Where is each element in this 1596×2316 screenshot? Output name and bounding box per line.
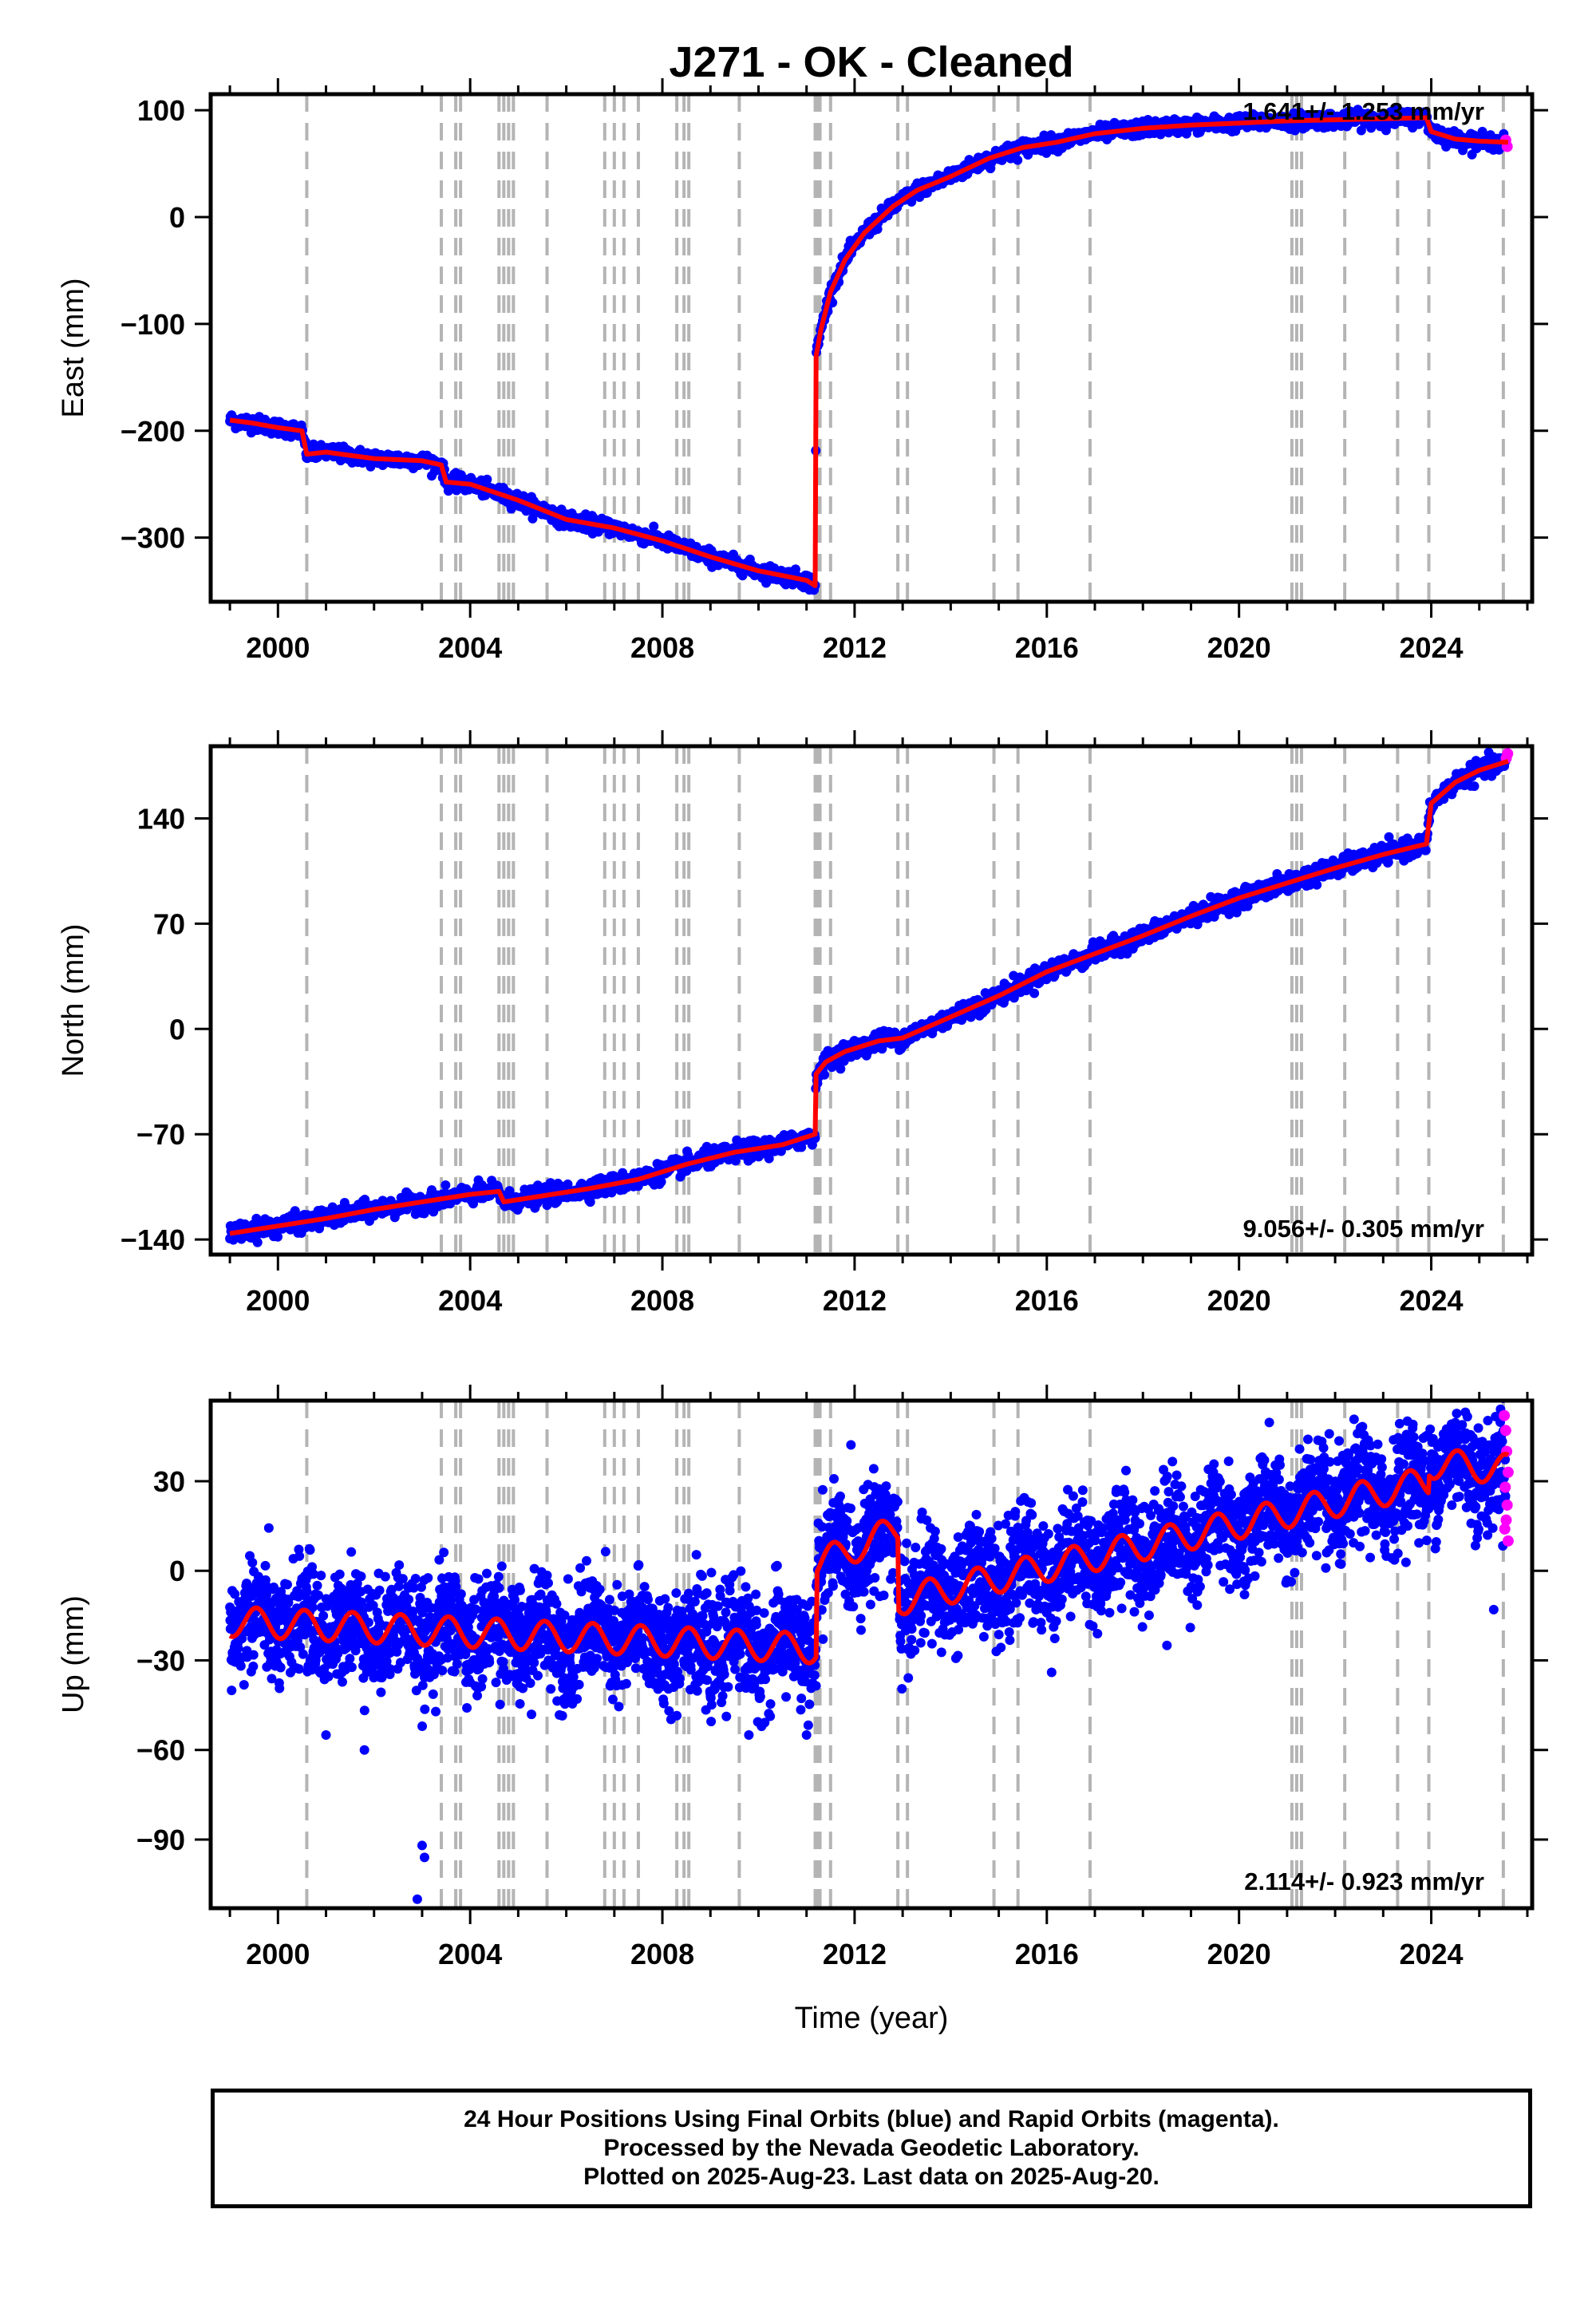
data-point [585, 1197, 595, 1207]
data-point [820, 1069, 830, 1080]
y-tick-label: −300 [120, 522, 185, 555]
plot-area [225, 94, 1513, 602]
data-point [482, 474, 492, 484]
y-tick-label: −100 [120, 308, 185, 341]
x-tick-label: 2020 [1207, 631, 1271, 664]
data-point [308, 1569, 318, 1579]
plot-area [225, 746, 1514, 1255]
data-point [796, 1142, 807, 1152]
data-point [263, 1523, 274, 1533]
data-point [649, 521, 659, 532]
plot-frame [208, 744, 1535, 1257]
data-point [247, 1557, 258, 1567]
data-point [907, 196, 917, 207]
velocity-rate-label: 9.056+/- 0.305 mm/yr [1243, 1215, 1484, 1243]
rapid-orbit-point [1502, 748, 1514, 760]
data-point [1312, 879, 1322, 890]
data-point [294, 1551, 305, 1561]
data-point [1420, 845, 1431, 856]
data-point [283, 1598, 294, 1608]
data-point [275, 1683, 285, 1694]
y-axis-label: East (mm) [57, 278, 90, 417]
model-fit-line [229, 758, 1509, 1236]
data-point [1383, 857, 1393, 868]
plot-area [225, 1401, 1514, 1908]
y-axis-label: North (mm) [57, 923, 90, 1077]
x-tick-label: 2020 [1207, 1284, 1271, 1317]
x-tick-label: 2004 [438, 1284, 502, 1317]
x-tick-label: 2016 [1015, 631, 1079, 664]
x-tick-label: 2024 [1399, 631, 1463, 664]
data-point [273, 1231, 283, 1242]
up-panel: 2000 2004 2008 2012 2016 2020 2024−90−60−30030… [57, 1385, 1548, 2035]
plot-frame [208, 92, 1535, 604]
data-point [248, 1661, 259, 1671]
data-point [294, 1591, 304, 1602]
data-point [267, 1674, 277, 1684]
north-panel: 2000 2004 2008 2012 2016 2020 2024 −140 −70 0 70 14… [57, 730, 1548, 1317]
y-tick-label: 0 [169, 201, 185, 234]
final-orbit-points [225, 105, 1511, 595]
data-point [360, 1194, 370, 1204]
data-point [836, 1064, 846, 1074]
data-point [239, 1680, 249, 1690]
data-point [305, 1545, 315, 1555]
y-tick-label: 70 [153, 907, 185, 940]
model-fit-line [229, 115, 1509, 588]
data-point [252, 1237, 263, 1247]
data-point [260, 1560, 271, 1571]
data-point [764, 1153, 774, 1164]
x-tick-label: 2016 [1015, 1284, 1079, 1317]
x-tick-label: 2008 [630, 1284, 694, 1317]
data-point [282, 1579, 292, 1590]
data-point [701, 1141, 712, 1152]
data-point [230, 1589, 240, 1599]
data-point [275, 1662, 286, 1673]
x-tick-label: 2008 [630, 631, 694, 664]
data-point [656, 1176, 666, 1187]
data-point [269, 1582, 279, 1592]
data-point [298, 1649, 308, 1659]
data-point [248, 1650, 259, 1660]
x-tick-label: 2004 [438, 631, 502, 664]
y-tick-label: −140 [120, 1223, 185, 1256]
y-tick-label: −200 [120, 415, 185, 448]
chart-title: J271 - OK - Cleaned [669, 38, 1073, 86]
x-tick-label: 2012 [823, 631, 887, 664]
data-point [1013, 155, 1023, 165]
data-point [1469, 781, 1479, 792]
data-point [307, 1562, 318, 1572]
x-tick-label: 2012 [823, 1284, 887, 1317]
x-tick-label: 2024 [1399, 1284, 1463, 1317]
final-orbit-points [225, 747, 1511, 1247]
data-point [440, 1180, 451, 1190]
data-point [235, 1661, 246, 1671]
x-tick-label: 2000 [246, 1284, 310, 1317]
x-tick-label: 2000 [246, 631, 310, 664]
velocity-rate-label: 1.641+/- 1.253 mm/yr [1243, 97, 1484, 125]
data-point [233, 1643, 243, 1654]
y-tick-label: 0 [169, 1013, 185, 1045]
final-orbit-points [225, 1401, 1511, 1904]
east-panel: 2000 2004 2008 2012 2016 2020 2024 −300 −200 −100… [57, 78, 1548, 664]
data-point [227, 1686, 237, 1696]
y-tick-label: −70 [136, 1118, 185, 1151]
y-tick-label: 140 [137, 802, 185, 835]
y-tick-label: 100 [137, 94, 185, 127]
data-point [307, 1603, 318, 1613]
data-point [294, 1664, 304, 1674]
data-point [302, 1587, 312, 1597]
data-point [1009, 993, 1019, 1003]
data-point [1029, 988, 1040, 998]
